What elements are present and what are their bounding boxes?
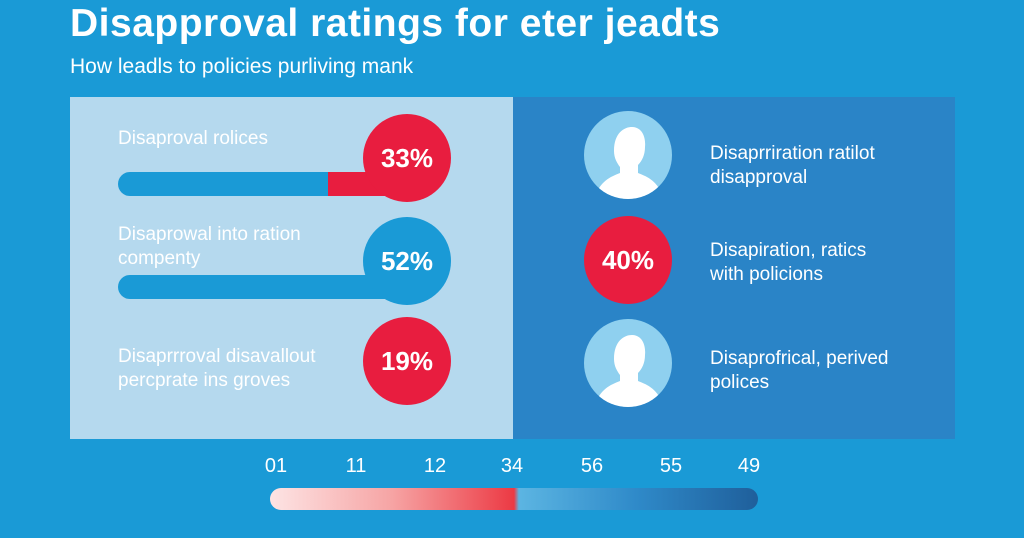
person-icon bbox=[584, 111, 672, 199]
right-panel: Disaprriration ratilot disapproval 40% D… bbox=[513, 97, 955, 439]
scale-tick: 56 bbox=[580, 455, 604, 477]
left-row-1-label: Disaproval rolices bbox=[118, 127, 268, 151]
right-row-2-badge: 40% bbox=[584, 216, 672, 304]
left-row-2-badge: 52% bbox=[363, 217, 451, 305]
right-row-2-percent: 40% bbox=[601, 244, 655, 275]
scale-tick: 49 bbox=[737, 455, 761, 477]
right-row-1-label-line1: Disaprriration ratilot bbox=[710, 143, 875, 164]
left-row-1-badge: 33% bbox=[363, 114, 451, 202]
left-row-3-label-line2: percprate ins groves bbox=[118, 370, 291, 391]
left-row-3-percent: 19% bbox=[380, 345, 434, 376]
left-row-3-badge: 19% bbox=[363, 317, 451, 405]
left-row-2-percent: 52% bbox=[380, 245, 434, 276]
scale-tick: 01 bbox=[264, 455, 288, 477]
right-row-2-label-line2: with policions bbox=[710, 264, 823, 285]
right-row-1-label-line2: disapproval bbox=[710, 167, 808, 188]
page-title: Disapproval ratings for eter jeadts bbox=[70, 2, 721, 45]
right-row-2-label: Disapiration, ratics with policions bbox=[710, 239, 866, 287]
left-row-3-label-line1: Disaprrroval disavallout bbox=[118, 346, 316, 367]
right-row-2-label-line1: Disapiration, ratics bbox=[710, 240, 867, 261]
left-row-3-label: Disaprrroval disavallout percprate ins g… bbox=[118, 345, 315, 393]
left-row-2-label: Disaprowal into ration compenty bbox=[118, 223, 301, 271]
scale-gradient-bar bbox=[270, 488, 758, 510]
left-row-2-label-line2: compenty bbox=[118, 248, 201, 269]
right-row-1-label: Disaprriration ratilot disapproval bbox=[710, 142, 875, 190]
left-row-1-percent: 33% bbox=[380, 142, 434, 173]
scale-tick: 55 bbox=[659, 455, 683, 477]
right-row-3-label: Disaprofrical, perived polices bbox=[710, 347, 888, 395]
right-row-3-label-line1: Disaprofrical, perived bbox=[710, 348, 889, 369]
left-panel: Disaproval rolices 33% Disaprowal into r… bbox=[70, 97, 513, 439]
scale-tick: 34 bbox=[500, 455, 524, 477]
scale-tick: 11 bbox=[345, 455, 367, 477]
left-row-2-label-line1: Disaprowal into ration bbox=[118, 224, 301, 245]
left-row-1-label-line1: Disaproval rolices bbox=[118, 128, 268, 149]
right-row-3-label-line2: polices bbox=[710, 372, 770, 393]
scale-tick: 12 bbox=[423, 455, 447, 477]
page-subtitle: How leadls to policies purliving mank bbox=[70, 55, 414, 78]
person-icon bbox=[584, 319, 672, 407]
